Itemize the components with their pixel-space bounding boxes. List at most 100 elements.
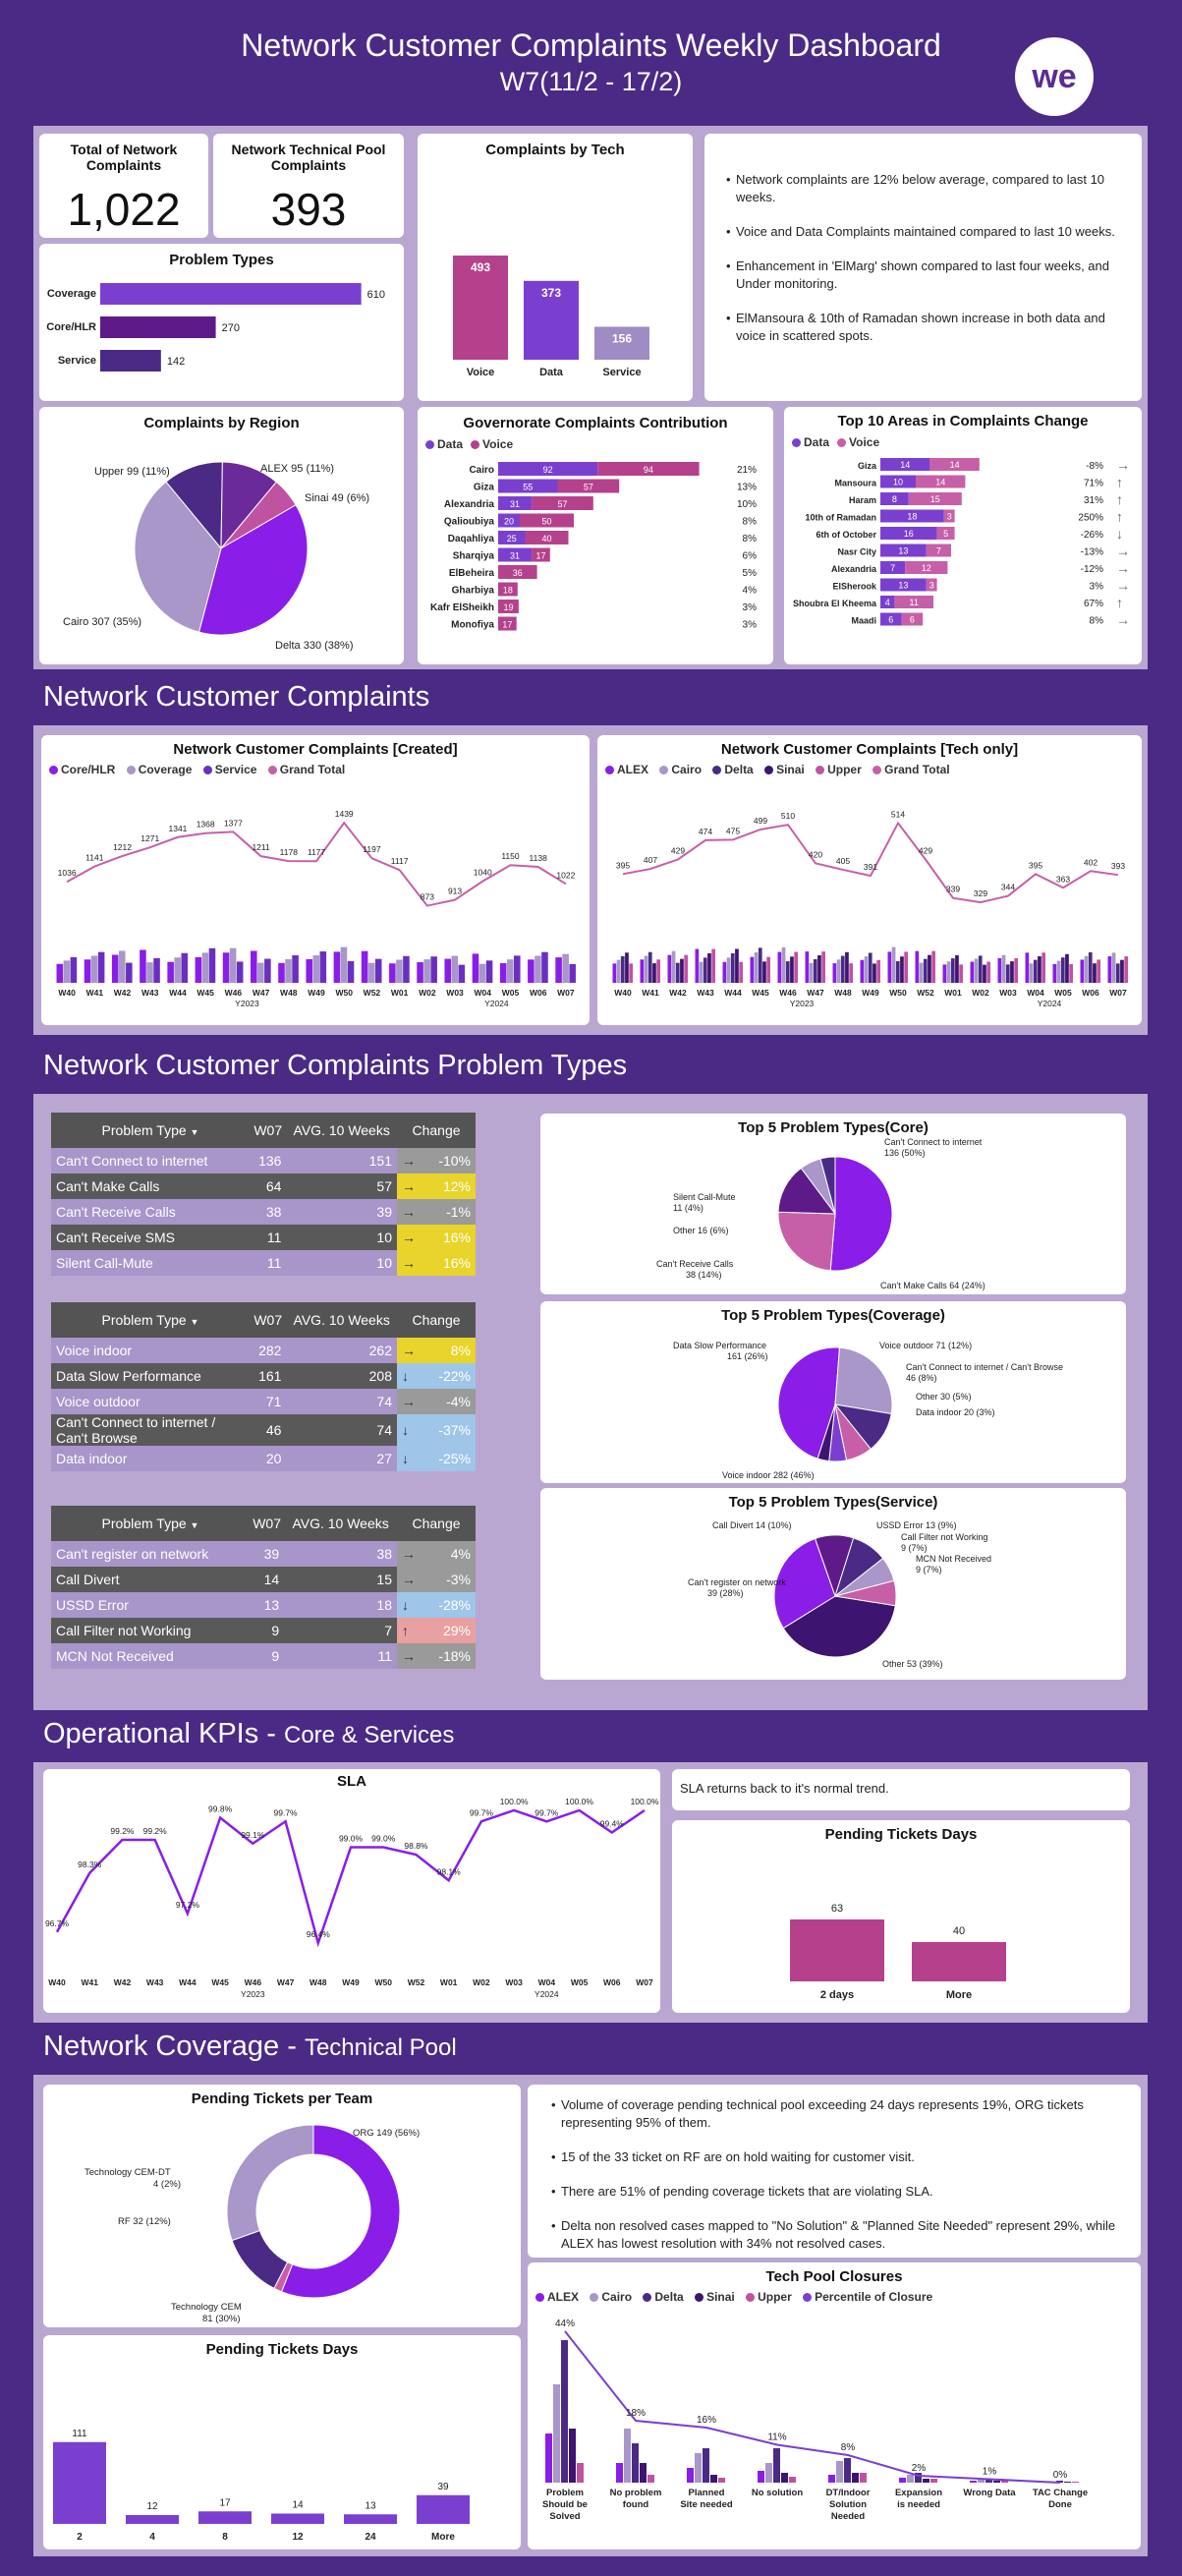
coverage-notes-card: Volume of coverage pending technical poo… [528, 2085, 1141, 2258]
total-complaints-label: Total of Network Complaints [70, 142, 178, 173]
sort-icon[interactable]: ▼ [190, 1520, 199, 1530]
closure-bar [930, 2479, 937, 2483]
cov-label: Voice outdoor 71 (12%) [879, 1341, 972, 1350]
table-header[interactable]: W07 [250, 1113, 287, 1148]
team-slice [226, 2124, 314, 2242]
avg-value: 11 [284, 1643, 397, 1669]
table-header[interactable]: AVG. 10 Weeks [284, 1506, 397, 1541]
legend-data: Data [437, 437, 464, 451]
total-complaints-card: Total of Network Complaints 1,022 [39, 134, 208, 238]
created-week-label: W01 [391, 988, 409, 998]
closure-bar [915, 2473, 922, 2483]
tech-label: Voice [467, 367, 495, 378]
insight-4: ElMansoura & 10th of Ramadan shown incre… [726, 310, 1134, 345]
sla-label: 98.8% [404, 1841, 428, 1851]
w07-value: 11 [250, 1250, 287, 1276]
techonly-bar [931, 950, 935, 983]
table-header[interactable]: W07 [250, 1302, 287, 1338]
closure-bar [553, 2384, 560, 2483]
table-row: Data indoor 20 27 ↓ -25% [51, 1446, 476, 1471]
top10-val-data: 16 [904, 529, 914, 539]
svc-label: MCN Not Received [916, 1554, 991, 1564]
techonly-bar [620, 955, 625, 983]
created-bar [306, 958, 312, 983]
section-kpis-sub: Core & Services [284, 1722, 455, 1748]
created-bar [222, 952, 230, 983]
core-slice [777, 1211, 836, 1272]
pending2-bar [198, 2511, 252, 2524]
closure-category: Solution [829, 2499, 867, 2510]
sla-year-label: Y2024 [535, 1989, 559, 1999]
change-cell: → 8% [397, 1338, 476, 1363]
top10-bar-data [880, 561, 906, 574]
techonly-week-label: W45 [752, 988, 769, 998]
trend-arrow-icon: ↓ [402, 1368, 409, 1384]
techonly-total-label: 329 [974, 888, 987, 898]
created-bar [251, 950, 257, 983]
closure-bar [616, 2463, 623, 2483]
table-header[interactable]: AVG. 10 Weeks [286, 1302, 397, 1338]
legend-sinai: Sinai [706, 2290, 735, 2304]
top10-name: Maadi [851, 616, 876, 626]
top10-bar-voice [926, 544, 951, 557]
sla-week-label: W02 [473, 1977, 490, 1987]
pending-days-card: Pending Tickets Days 63 2 days 40 More [672, 1820, 1130, 2013]
techonly-bar [813, 958, 817, 983]
created-week-label: W07 [557, 988, 575, 998]
techonly-bar [1107, 956, 1112, 983]
ptype-value: 610 [367, 289, 385, 301]
techonly-bar [832, 963, 837, 983]
table-header[interactable]: Problem Type ▼ [51, 1113, 250, 1148]
techonly-bar [809, 962, 814, 983]
techonly-bar [790, 956, 794, 983]
table-header[interactable]: Problem Type ▼ [51, 1506, 250, 1541]
top10-change: -8% [1086, 461, 1103, 472]
techonly-total-label: 429 [671, 845, 685, 855]
sla-year-label: Y2023 [241, 1989, 265, 1999]
techonly-bar [675, 962, 680, 983]
change-cell: → -3% [397, 1567, 476, 1592]
techonly-year-label: Y2023 [790, 999, 815, 1008]
trend-arrow-icon: → [402, 1572, 416, 1587]
legend-coverage: Coverage [138, 763, 193, 776]
table-header[interactable]: Change [397, 1506, 476, 1541]
techonly-bar [915, 950, 920, 983]
trend-arrow-icon: → [402, 1255, 416, 1271]
table-header[interactable]: W07 [250, 1506, 285, 1541]
sort-icon[interactable]: ▼ [190, 1127, 199, 1137]
techonly-total-line [622, 821, 1119, 904]
table-header[interactable]: Change [397, 1113, 476, 1148]
coverage-problems-table: Problem Type ▼ W07 AVG. 10 Weeks Change Voic… [51, 1302, 476, 1471]
table-header[interactable]: Problem Type ▼ [51, 1302, 250, 1338]
created-bar [63, 960, 71, 983]
techonly-bar [612, 963, 617, 983]
gov-name: Cairo [469, 465, 494, 476]
tech-value: 373 [541, 286, 561, 300]
created-week-label: W44 [169, 988, 187, 998]
sla-week-label: W41 [81, 1977, 98, 1987]
closure-category: Wrong Data [963, 2488, 1016, 2498]
created-bar [472, 953, 479, 983]
techonly-bar [1069, 963, 1073, 983]
sort-icon[interactable]: ▼ [190, 1317, 199, 1327]
table-header[interactable]: AVG. 10 Weeks [286, 1113, 397, 1148]
table-row: Call Filter not Working 9 7 ↑ 29% [51, 1618, 476, 1643]
table-header[interactable]: Change [397, 1302, 476, 1338]
legend-core: Core/HLR [61, 763, 116, 776]
avg-value: 262 [286, 1338, 397, 1363]
top10-val-data: 18 [907, 512, 917, 522]
sla-week-label: W49 [342, 1977, 360, 1987]
w07-value: 20 [250, 1446, 287, 1471]
techonly-bar [652, 963, 656, 983]
top10-val-voice: 12 [922, 563, 931, 573]
change-cell: → 4% [397, 1541, 476, 1567]
w07-value: 64 [250, 1174, 287, 1199]
techonly-week-label: W07 [1109, 988, 1127, 998]
core-slice [819, 1156, 836, 1215]
techonly-bar [900, 956, 904, 983]
top10-legend: Data Voice [784, 435, 879, 449]
governorate-title: Governorate Complaints Contribution [463, 415, 728, 431]
techonly-bar [647, 951, 652, 983]
sla-week-label: W52 [408, 1977, 425, 1987]
